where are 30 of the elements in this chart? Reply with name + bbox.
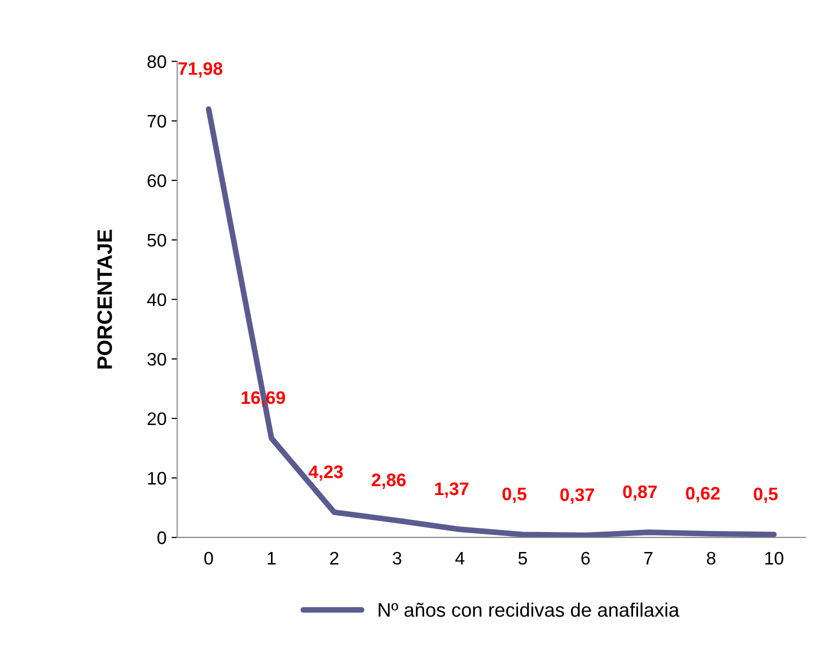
y-tick-label: 50: [147, 234, 166, 247]
x-tick-label: 8: [706, 552, 716, 565]
y-tick-label: 40: [147, 293, 166, 306]
x-tick-label: 3: [392, 552, 402, 565]
y-tick-label: 80: [148, 55, 166, 68]
y-tick-label: 20: [148, 412, 166, 426]
x-tick-label: 10: [765, 552, 784, 565]
x-tick-label: 1: [268, 552, 276, 564]
data-label: 0,87: [623, 485, 657, 501]
y-tick-label: 0: [157, 531, 166, 544]
x-tick-label: 2: [330, 552, 338, 564]
x-tick-label: 7: [644, 552, 652, 564]
y-tick-label: 30: [147, 352, 166, 366]
legend-label: Nº años con recidivas de anafilaxia: [378, 602, 680, 617]
data-label: 2,86: [372, 474, 406, 489]
x-tick-label: 4: [455, 552, 464, 564]
data-label: 1,37: [435, 482, 468, 498]
data-label: 0,62: [686, 486, 720, 502]
x-tick-label: 5: [518, 552, 527, 565]
data-label: 0,37: [560, 488, 594, 504]
data-label: 71,98: [178, 62, 222, 78]
data-label: 0,5: [502, 488, 526, 503]
y-axis-title: PORCENTAJE: [97, 230, 112, 368]
data-label: 4,23: [308, 465, 343, 481]
x-tick-label: 6: [581, 552, 590, 565]
y-tick-label: 10: [148, 472, 166, 485]
x-tick-label: 0: [204, 552, 213, 565]
y-tick-label: 70: [148, 114, 166, 128]
y-tick-label: 60: [148, 174, 166, 188]
data-label: 0,5: [754, 488, 778, 503]
